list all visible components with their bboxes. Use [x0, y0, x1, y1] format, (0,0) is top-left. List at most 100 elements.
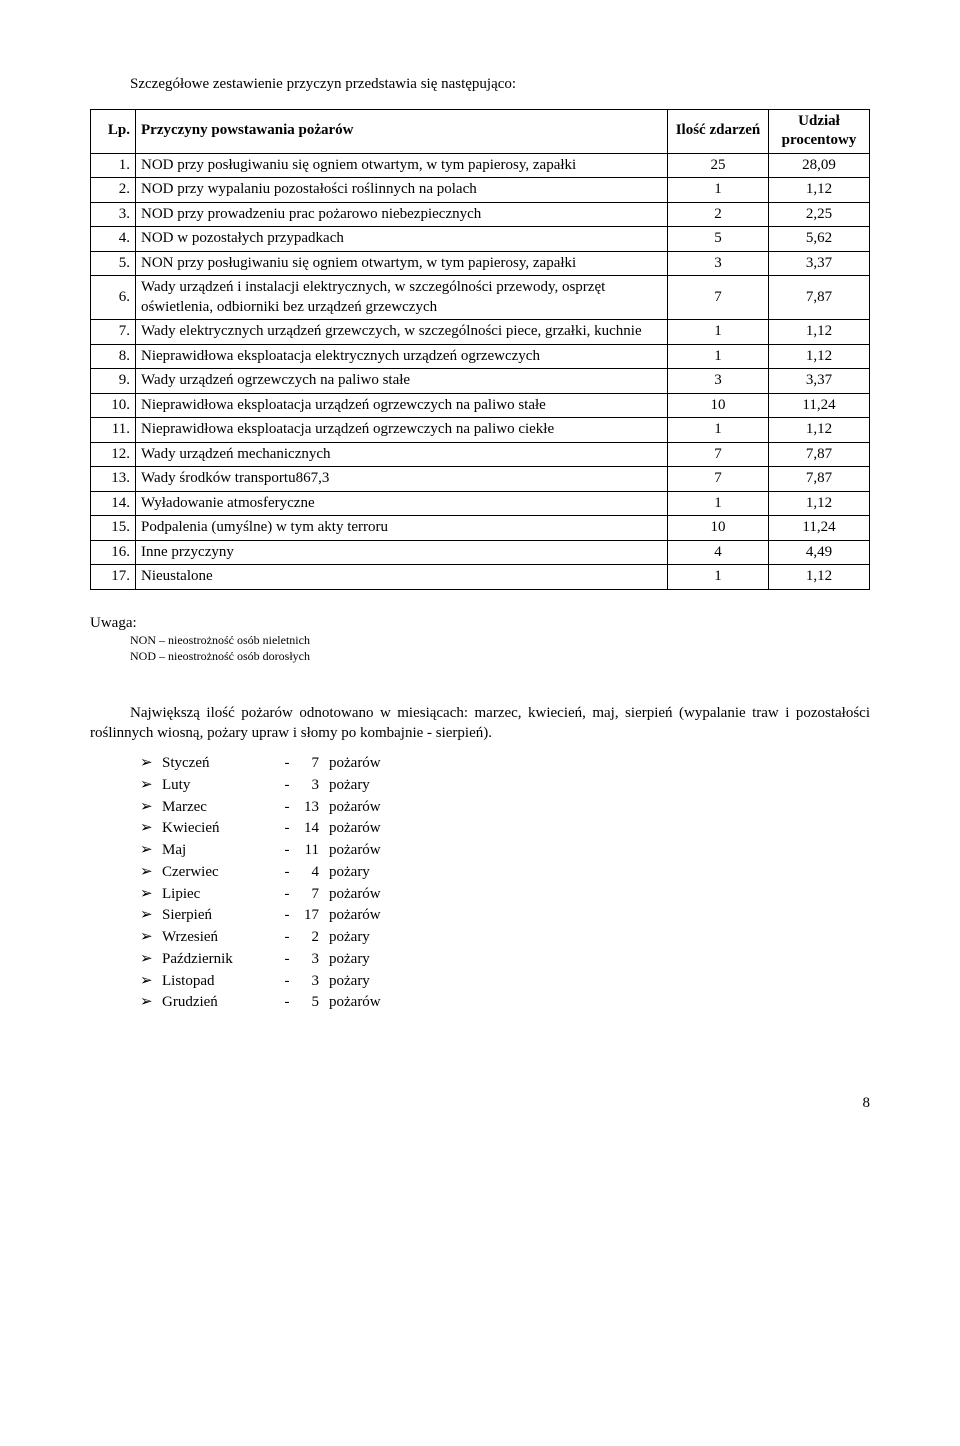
cell-desc: NOD przy posługiwaniu się ogniem otwarty… [136, 153, 668, 178]
cell-lp: 5. [91, 251, 136, 276]
month-item: ➢Sierpień-17pożarów [140, 905, 870, 927]
cell-lp: 2. [91, 178, 136, 203]
cell-pct: 1,12 [769, 320, 870, 345]
cell-count: 10 [668, 393, 769, 418]
cell-lp: 14. [91, 491, 136, 516]
month-unit: pożary [329, 973, 370, 989]
month-count: 13 [297, 797, 319, 819]
arrow-icon: ➢ [140, 927, 153, 949]
cell-pct: 1,12 [769, 491, 870, 516]
cell-count: 10 [668, 516, 769, 541]
month-count: 17 [297, 905, 319, 927]
month-dash: - [277, 905, 297, 927]
month-unit: pożarów [329, 886, 381, 902]
cell-count: 1 [668, 491, 769, 516]
note-line-nod: NOD – nieostrożność osób dorosłych [130, 649, 870, 665]
cell-count: 7 [668, 467, 769, 492]
month-item: ➢Grudzień-5pożarów [140, 992, 870, 1014]
arrow-icon: ➢ [140, 992, 153, 1014]
table-row: 3.NOD przy prowadzeniu prac pożarowo nie… [91, 202, 870, 227]
cell-count: 1 [668, 320, 769, 345]
month-dash: - [277, 927, 297, 949]
month-name: Styczeń [162, 753, 277, 775]
table-row: 10.Nieprawidłowa eksploatacja urządzeń o… [91, 393, 870, 418]
note-line-non: NON – nieostrożność osób nieletnich [130, 633, 870, 649]
cell-desc: Nieprawidłowa eksploatacja elektrycznych… [136, 344, 668, 369]
table-row: 16.Inne przyczyny44,49 [91, 540, 870, 565]
cell-count: 25 [668, 153, 769, 178]
cell-desc: NON przy posługiwaniu się ogniem otwarty… [136, 251, 668, 276]
month-item: ➢Czerwiec-4pożary [140, 862, 870, 884]
month-unit: pożarów [329, 799, 381, 815]
cell-lp: 3. [91, 202, 136, 227]
header-pct: Udział procentowy [769, 109, 870, 153]
month-name: Sierpień [162, 905, 277, 927]
cell-desc: NOD przy wypalaniu pozostałości roślinny… [136, 178, 668, 203]
page-number: 8 [90, 1094, 870, 1114]
month-dash: - [277, 971, 297, 993]
cell-count: 1 [668, 418, 769, 443]
table-row: 13.Wady środków transportu867,377,87 [91, 467, 870, 492]
arrow-icon: ➢ [140, 775, 153, 797]
cell-desc: Wady elektrycznych urządzeń grzewczych, … [136, 320, 668, 345]
month-item: ➢Maj-11pożarów [140, 840, 870, 862]
header-desc: Przyczyny powstawania pożarów [136, 109, 668, 153]
cell-lp: 15. [91, 516, 136, 541]
month-name: Grudzień [162, 992, 277, 1014]
month-unit: pożarów [329, 994, 381, 1010]
month-dash: - [277, 775, 297, 797]
table-row: 9.Wady urządzeń ogrzewczych na paliwo st… [91, 369, 870, 394]
arrow-icon: ➢ [140, 818, 153, 840]
cell-pct: 1,12 [769, 418, 870, 443]
cell-lp: 13. [91, 467, 136, 492]
cell-lp: 4. [91, 227, 136, 252]
cell-desc: Nieprawidłowa eksploatacja urządzeń ogrz… [136, 393, 668, 418]
month-unit: pożarów [329, 907, 381, 923]
table-row: 17.Nieustalone11,12 [91, 565, 870, 590]
month-count: 14 [297, 818, 319, 840]
month-item: ➢Lipiec-7pożarów [140, 884, 870, 906]
table-row: 2.NOD przy wypalaniu pozostałości roślin… [91, 178, 870, 203]
cell-count: 2 [668, 202, 769, 227]
arrow-icon: ➢ [140, 884, 153, 906]
header-count: Ilość zdarzeń [668, 109, 769, 153]
month-dash: - [277, 840, 297, 862]
cell-pct: 2,25 [769, 202, 870, 227]
cell-desc: Inne przyczyny [136, 540, 668, 565]
month-unit: pożary [329, 777, 370, 793]
month-unit: pożarów [329, 820, 381, 836]
month-item: ➢Kwiecień-14pożarów [140, 818, 870, 840]
month-count: 7 [297, 884, 319, 906]
month-dash: - [277, 884, 297, 906]
month-dash: - [277, 818, 297, 840]
cell-pct: 3,37 [769, 369, 870, 394]
cell-count: 3 [668, 369, 769, 394]
table-row: 7.Wady elektrycznych urządzeń grzewczych… [91, 320, 870, 345]
table-row: 8.Nieprawidłowa eksploatacja elektryczny… [91, 344, 870, 369]
cell-desc: Wady urządzeń mechanicznych [136, 442, 668, 467]
cell-count: 4 [668, 540, 769, 565]
cell-pct: 1,12 [769, 344, 870, 369]
cell-desc: NOD przy prowadzeniu prac pożarowo niebe… [136, 202, 668, 227]
month-unit: pożarów [329, 842, 381, 858]
causes-table: Lp. Przyczyny powstawania pożarów Ilość … [90, 109, 870, 590]
cell-lp: 1. [91, 153, 136, 178]
cell-desc: Nieprawidłowa eksploatacja urządzeń ogrz… [136, 418, 668, 443]
arrow-icon: ➢ [140, 797, 153, 819]
month-name: Luty [162, 775, 277, 797]
month-unit: pożary [329, 929, 370, 945]
month-item: ➢Wrzesień-2pożary [140, 927, 870, 949]
cell-pct: 5,62 [769, 227, 870, 252]
cell-desc: Wyładowanie atmosferyczne [136, 491, 668, 516]
cell-desc: NOD w pozostałych przypadkach [136, 227, 668, 252]
cell-lp: 12. [91, 442, 136, 467]
table-row: 15.Podpalenia (umyślne) w tym akty terro… [91, 516, 870, 541]
cell-lp: 9. [91, 369, 136, 394]
cell-pct: 1,12 [769, 178, 870, 203]
cell-lp: 10. [91, 393, 136, 418]
notes-block: Uwaga: NON – nieostrożność osób nieletni… [90, 614, 870, 665]
month-name: Wrzesień [162, 927, 277, 949]
month-name: Maj [162, 840, 277, 862]
arrow-icon: ➢ [140, 971, 153, 993]
table-row: 6.Wady urządzeń i instalacji elektryczny… [91, 276, 870, 320]
